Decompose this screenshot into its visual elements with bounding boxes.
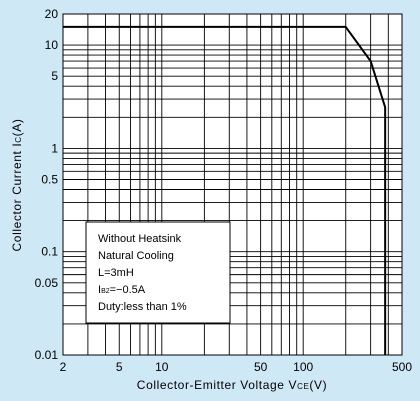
y-tick-label: 0.1 <box>41 245 58 259</box>
x-tick-label: 10 <box>155 360 169 374</box>
annotation-line: Without Heatsink <box>98 233 182 245</box>
y-tick-label: 0.5 <box>41 172 58 186</box>
annotation-box-frame <box>85 221 231 324</box>
y-axis-title: Collector Current IC(A) <box>10 119 24 252</box>
y-tick-label: 20 <box>45 7 59 21</box>
annotation-line: Duty:less than 1% <box>98 301 187 313</box>
grid-lines <box>63 14 402 355</box>
x-tick-label: 5 <box>116 360 123 374</box>
x-tick-label: 2 <box>60 360 67 374</box>
y-tick-label: 0.01 <box>35 348 59 362</box>
annotation-line: IB2=−0.5A <box>98 284 146 296</box>
tick-labels: 2 5 10 50 100 500 20 10 5 1 0.5 0.1 0.05 0.01 <box>35 7 413 374</box>
x-tick-label: 100 <box>293 360 313 374</box>
soa-curve-line <box>63 25 387 355</box>
x-tick-label: 500 <box>392 360 412 374</box>
annotation-box: Without Heatsink Natural Cooling L=3mH IB2=… <box>85 221 231 324</box>
y-tick-label: 5 <box>51 69 58 83</box>
annotation-line: L=3mH <box>98 267 134 279</box>
x-axis-title: Collector-Emitter Voltage VCE(V) <box>137 378 327 392</box>
annotation-line: Natural Cooling <box>98 250 174 262</box>
plot-frame <box>62 13 403 356</box>
y-tick-label: 1 <box>51 141 58 155</box>
y-tick-label: 0.05 <box>35 276 59 290</box>
curve-layer <box>63 25 387 355</box>
x-tick-label: 50 <box>254 360 268 374</box>
y-tick-label: 10 <box>45 38 59 52</box>
